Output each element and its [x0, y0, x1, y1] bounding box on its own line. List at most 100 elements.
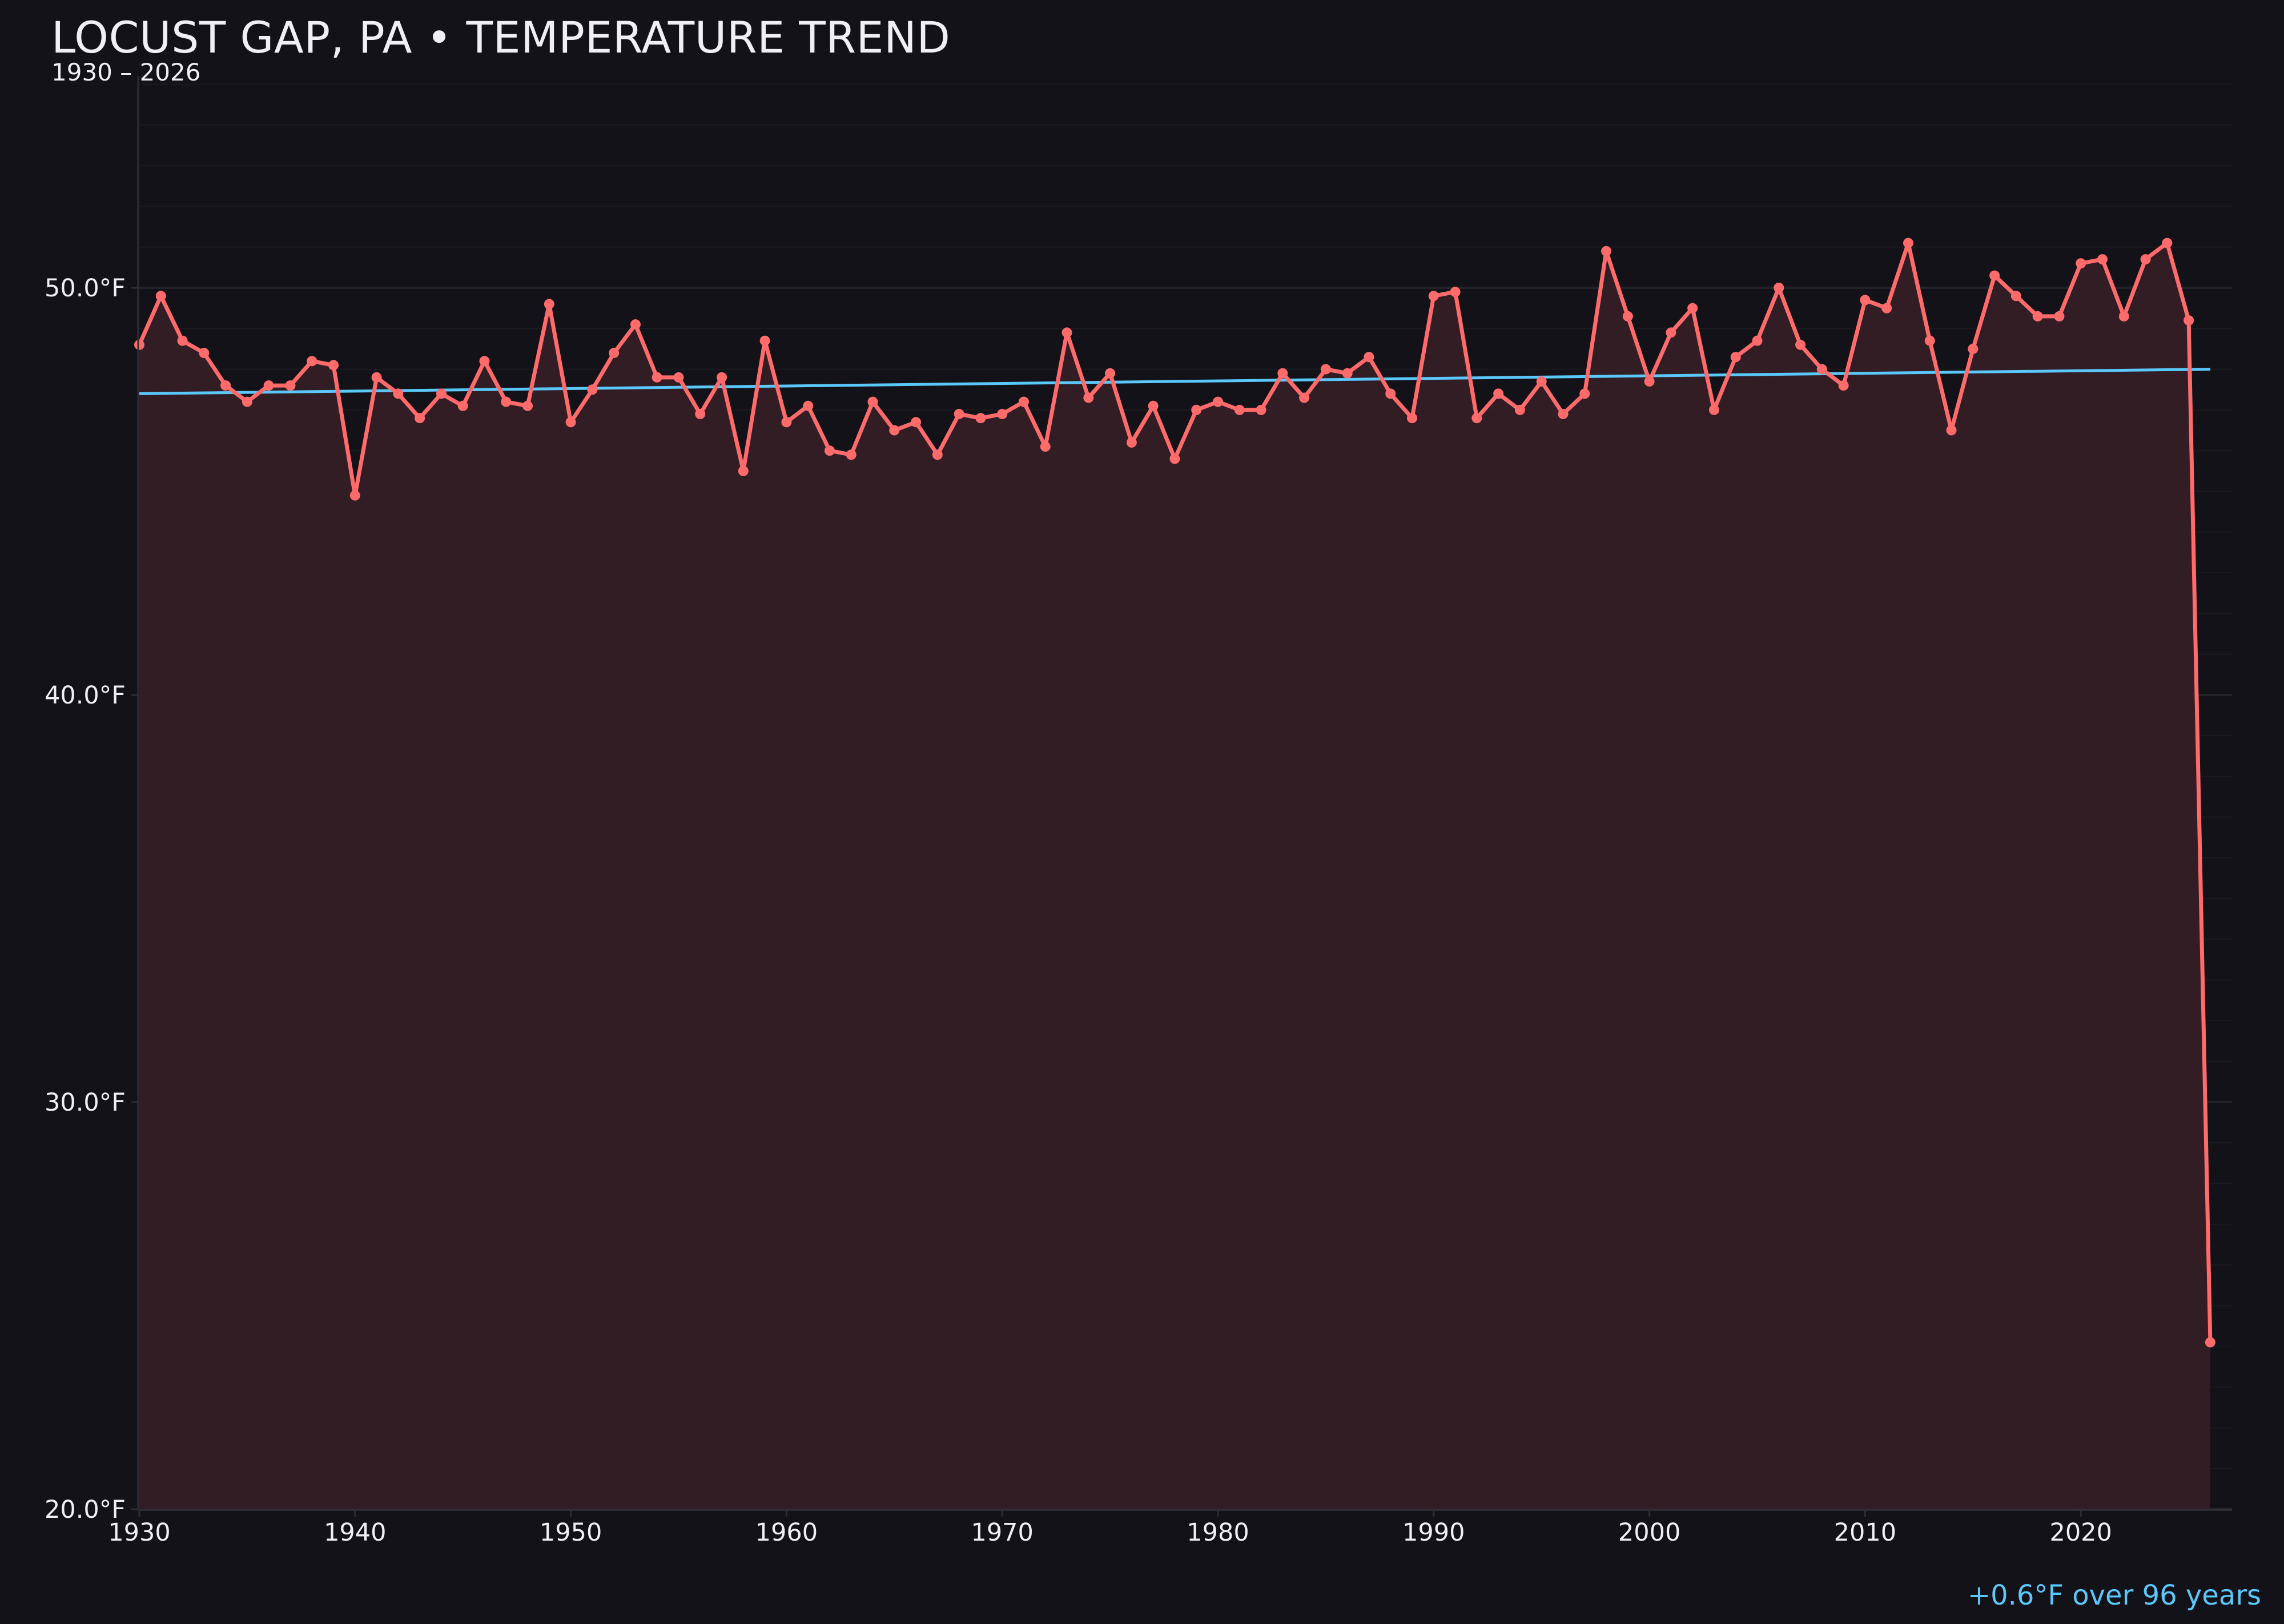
data-point [544, 299, 554, 309]
data-point [1687, 303, 1698, 313]
data-point [803, 400, 814, 411]
data-point [2097, 254, 2108, 265]
data-point [1471, 413, 1482, 424]
data-point [1558, 409, 1569, 420]
data-point [1191, 404, 1202, 415]
x-tick-label: 1990 [1402, 1518, 1465, 1547]
data-point [522, 400, 533, 411]
data-point [2118, 311, 2129, 321]
data-point [415, 413, 425, 424]
x-tick-label: 1970 [971, 1518, 1033, 1547]
data-point [954, 409, 964, 420]
data-point [1493, 388, 1504, 399]
data-point [1881, 303, 1892, 313]
data-point [1752, 335, 1763, 346]
x-tick-label: 1940 [324, 1518, 386, 1547]
data-point [1708, 404, 1719, 415]
data-point [1838, 380, 1849, 391]
x-tick-label: 2000 [1618, 1518, 1680, 1547]
data-point [479, 356, 490, 367]
data-point-markers [134, 238, 2215, 1348]
data-point [371, 372, 382, 383]
data-point [932, 449, 943, 460]
data-point [911, 417, 922, 428]
data-point [846, 449, 856, 460]
data-point [1450, 287, 1461, 298]
data-point [717, 372, 727, 383]
data-point [652, 372, 662, 383]
data-point [242, 396, 252, 407]
data-point [1774, 283, 1784, 293]
data-point [1601, 246, 1612, 256]
data-point [1903, 238, 1913, 248]
data-point [199, 348, 210, 359]
chart-title: LOCUST GAP, PA • TEMPERATURE TREND [51, 12, 951, 63]
data-point [1968, 343, 1979, 354]
data-point [1040, 441, 1051, 452]
data-point [1795, 339, 1806, 350]
x-tick-label: 2020 [2049, 1518, 2112, 1547]
data-point [2162, 238, 2173, 248]
data-point [1105, 368, 1116, 379]
x-tick-label: 1930 [108, 1518, 170, 1547]
data-point [328, 360, 339, 371]
data-point [975, 413, 986, 424]
data-point [1407, 413, 1418, 424]
data-point [2184, 315, 2194, 326]
data-point [155, 291, 166, 302]
data-point [1018, 396, 1029, 407]
data-point [1277, 368, 1288, 379]
x-tick-label: 1950 [540, 1518, 602, 1547]
data-point [695, 409, 706, 420]
y-tick-label: 30.0°F [45, 1088, 126, 1117]
data-point [1924, 335, 1935, 346]
data-point [1385, 388, 1396, 399]
trend-line [139, 368, 2210, 395]
chart-subtitle: 1930 – 2026 [51, 58, 201, 86]
data-point [501, 396, 512, 407]
data-point [1816, 364, 1827, 375]
data-point [759, 335, 770, 346]
data-point [1083, 392, 1094, 403]
trend-summary: +0.6°F over 96 years [1967, 1579, 2261, 1611]
data-point [134, 339, 144, 350]
data-point [263, 380, 274, 391]
data-point [2032, 311, 2043, 321]
data-point [393, 388, 404, 399]
data-point [1860, 295, 1871, 305]
data-point [889, 425, 900, 436]
data-point [587, 384, 598, 395]
y-tick-label: 20.0°F [45, 1496, 126, 1524]
data-point [1730, 352, 1741, 363]
data-point [2205, 1337, 2215, 1348]
data-point [2076, 258, 2086, 269]
data-point [1666, 327, 1676, 338]
data-point [630, 319, 641, 330]
data-point [436, 388, 447, 399]
y-tick-label: 40.0°F [45, 681, 126, 710]
data-point [307, 356, 317, 367]
data-point [220, 380, 231, 391]
data-point [738, 465, 749, 476]
data-point [997, 409, 1008, 420]
data-point [1622, 311, 1633, 321]
x-tick-label: 2010 [1834, 1518, 1896, 1547]
data-point [457, 400, 468, 411]
data-point [1342, 368, 1353, 379]
x-tick-label: 1980 [1187, 1518, 1249, 1547]
data-point [1299, 392, 1310, 403]
data-point [349, 490, 360, 501]
x-axis-ticks: 1930 1940 1950 1960 1970 1980 1990 2000 2010 2020 [108, 1510, 2112, 1547]
data-point [565, 417, 576, 428]
axes [137, 76, 2232, 1511]
data-point [1364, 352, 1374, 363]
trend-line-path [139, 368, 2210, 395]
data-point [2010, 291, 2021, 302]
data-point [1234, 404, 1245, 415]
data-point [1126, 437, 1137, 448]
data-point [1320, 364, 1331, 375]
data-point [1644, 376, 1655, 387]
data-point [177, 335, 188, 346]
data-point [609, 348, 620, 359]
